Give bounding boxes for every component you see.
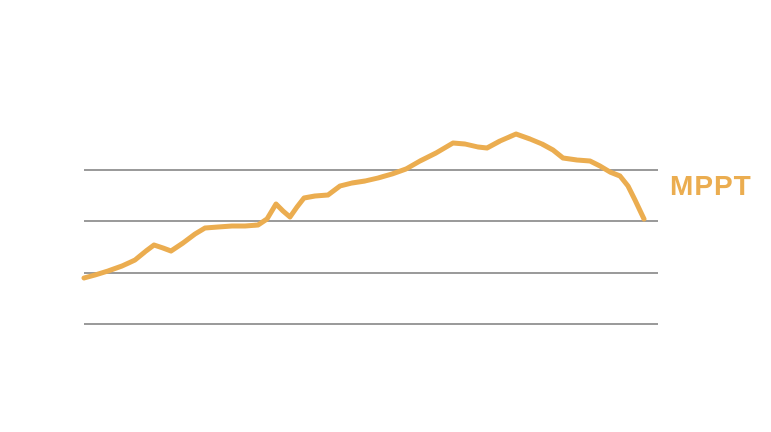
series-label-mppt: MPPT xyxy=(670,170,752,201)
series-line-mppt xyxy=(81,131,647,281)
